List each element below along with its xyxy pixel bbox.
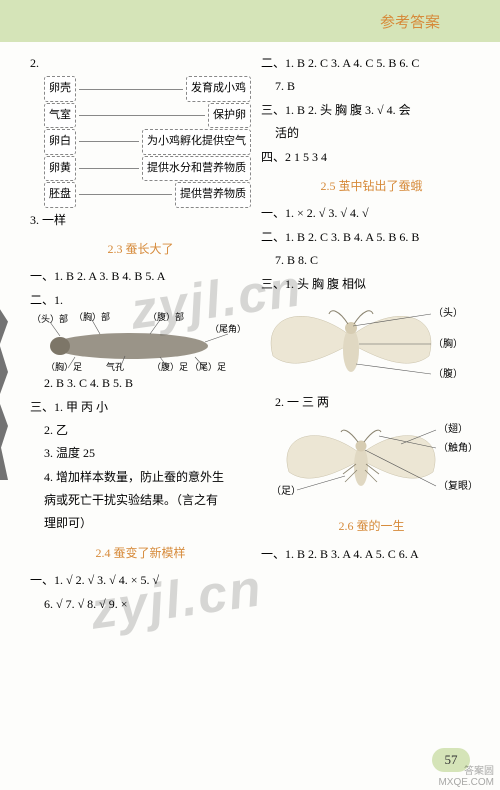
answer-line: 三、1. B 2. 头 胸 腹 3. √ 4. 会 (261, 99, 482, 122)
answer-line: 2. 乙 (30, 419, 251, 442)
match-right: 为小鸡孵化提供空气 (142, 129, 251, 154)
header-title: 参考答案 (380, 11, 440, 32)
match-line (79, 194, 172, 195)
worm-label: （胸）足 (46, 361, 82, 372)
answer-line: 2. B 3. C 4. B 5. B (30, 372, 251, 395)
moth2-label: （足） (271, 485, 301, 497)
answer-line: 二、1. (30, 289, 251, 312)
answer-line: 活的 (261, 122, 482, 145)
left-column: 2. 卵壳 发育成小鸡 气室 保护卵 卵白 为小鸡孵化提供空气 卵黄 提供水分和… (30, 52, 251, 616)
right-column: 二、1. B 2. C 3. A 4. C 5. B 6. C 7. B 三、1… (261, 52, 482, 616)
worm-label: （尾）足 (190, 362, 226, 372)
section-2-6-title: 2.6 蚕的一生 (261, 515, 482, 538)
watermark-line1: 答案圆 (438, 766, 494, 777)
answer-line: 三、1. 头 胸 腹 相似 (261, 273, 482, 296)
moth2-label: （复眼） (438, 479, 478, 492)
content-columns: 2. 卵壳 发育成小鸡 气室 保护卵 卵白 为小鸡孵化提供空气 卵黄 提供水分和… (0, 42, 500, 616)
answer-line: 二、1. B 2. C 3. B 4. A 5. B 6. B (261, 226, 482, 249)
answer-line: 二、1. B 2. C 3. A 4. C 5. B 6. C (261, 52, 482, 75)
source-watermark: 答案圆 MXQE.COM (438, 766, 494, 788)
answer-line: 7. B (261, 75, 482, 98)
answer-line: 三、1. 甲 丙 小 (30, 396, 251, 419)
match-row: 卵白 为小鸡孵化提供空气 (44, 129, 251, 154)
answer-line: 一、1. × 2. √ 3. √ 4. √ (261, 202, 482, 225)
match-left: 胚盘 (44, 182, 76, 207)
watermark-line2: MXQE.COM (438, 777, 494, 788)
match-row: 胚盘 提供营养物质 (44, 182, 251, 207)
moth-diagram-1: （头） （胸） （腹） (261, 296, 481, 391)
moth2-label: （触角） (438, 441, 478, 454)
match-line (79, 89, 183, 90)
match-left: 卵白 (44, 129, 76, 154)
answer-line: 4. 增加样本数量，防止蚕的意外生 (30, 466, 251, 489)
section-2-3-title: 2.3 蚕长大了 (30, 238, 251, 261)
answer-line: 病或死亡干扰实验结果。（言之有 (30, 489, 251, 512)
answer-line: 2. 一 三 两 (261, 391, 482, 414)
moth-label: （头） (433, 307, 463, 319)
answer-line: 7. B 8. C (261, 249, 482, 272)
match-line (79, 141, 139, 142)
match-line (79, 168, 139, 169)
match-row: 气室 保护卵 (44, 103, 251, 128)
match-left: 卵壳 (44, 76, 76, 101)
worm-label: （尾角） (210, 323, 240, 334)
answer-line: 3. 温度 25 (30, 442, 251, 465)
match-left: 气室 (44, 103, 76, 128)
match-right: 发育成小鸡 (186, 76, 251, 101)
moth-label: （胸） (433, 337, 463, 350)
match-left: 卵黄 (44, 156, 76, 181)
match-line (79, 115, 205, 116)
q3-text: 3. 一样 (30, 209, 251, 232)
worm-label: （腹）部 (148, 312, 184, 322)
answer-line: 四、2 1 5 3 4 (261, 146, 482, 169)
section-2-5-title: 2.5 茧中钻出了蚕蛾 (261, 175, 482, 198)
answer-line: 一、1. B 2. A 3. B 4. B 5. A (30, 265, 251, 288)
match-row: 卵壳 发育成小鸡 (44, 76, 251, 101)
match-right: 保护卵 (208, 103, 251, 128)
answer-line: 一、1. √ 2. √ 3. √ 4. × 5. √ (30, 569, 251, 592)
silkworm-diagram: （头）部 （胸）部 （腹）部 气孔 （尾角） （胸）足 （腹）足 （尾）足 (30, 312, 240, 372)
match-row: 卵黄 提供水分和营养物质 (44, 156, 251, 181)
answer-line: 理即可） (30, 512, 251, 535)
worm-label: （胸）部 (74, 312, 110, 322)
answer-line: 6. √ 7. √ 8. √ 9. × (30, 593, 251, 616)
section-2-4-title: 2.4 蚕变了新模样 (30, 542, 251, 565)
moth2-label: （翅） (438, 422, 468, 435)
answer-line: 一、1. B 2. B 3. A 4. A 5. C 6. A (261, 543, 482, 566)
page-header: 参考答案 (0, 0, 500, 42)
worm-label: （头）部 (32, 313, 68, 324)
worm-label: （腹）足 (152, 361, 188, 372)
match-right: 提供营养物质 (175, 182, 251, 207)
match-right: 提供水分和营养物质 (142, 156, 251, 181)
worm-label: 气孔 (106, 361, 124, 372)
moth-diagram-2: （翅） （触角） （足） （复眼） (261, 414, 481, 509)
q2-label: 2. (30, 52, 251, 75)
moth-label: （腹） (433, 367, 463, 380)
